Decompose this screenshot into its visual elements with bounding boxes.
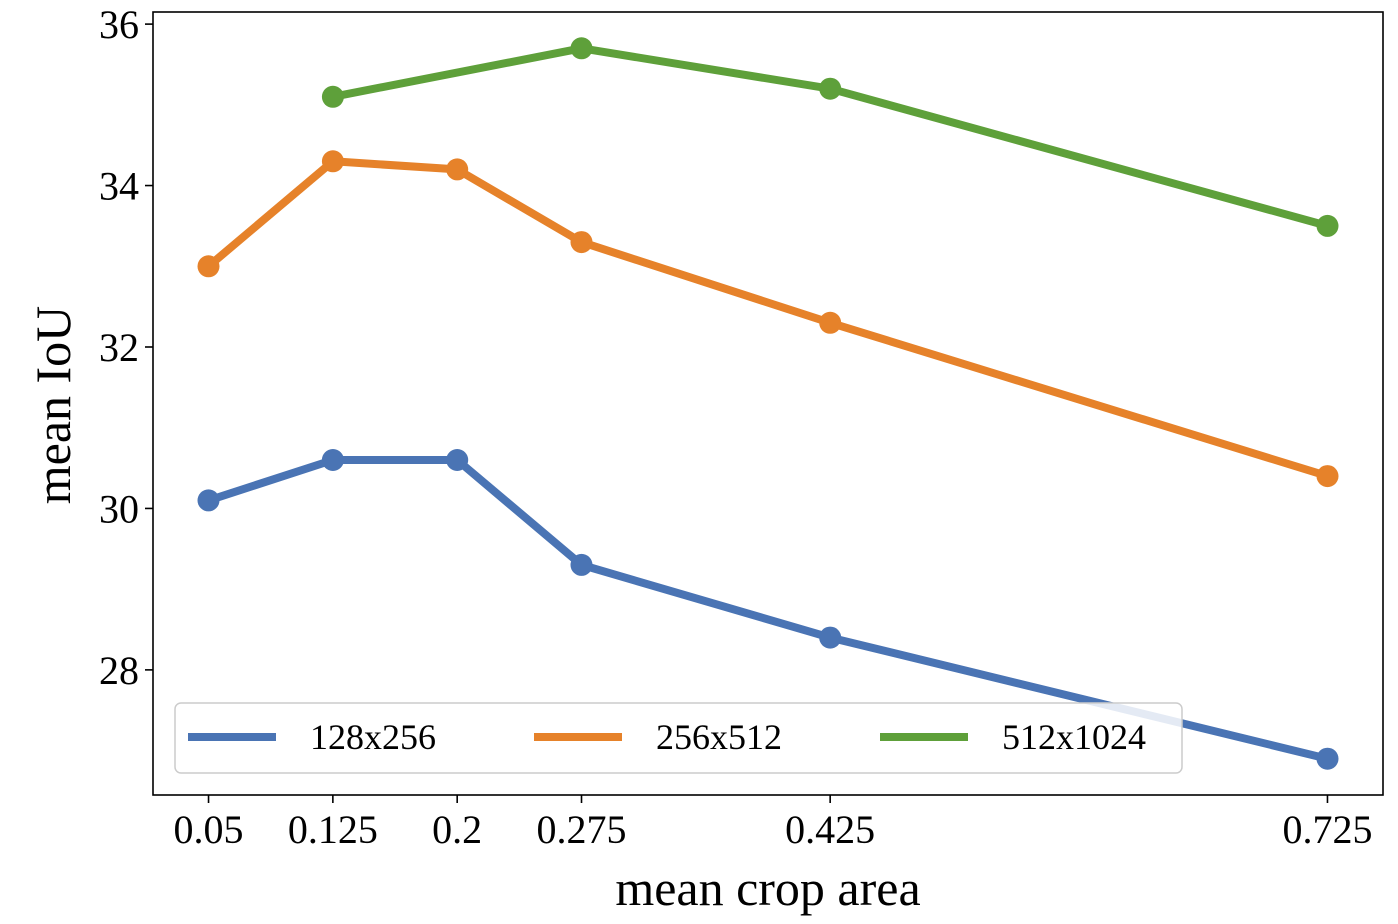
data-point-1-4: [819, 311, 842, 334]
data-point-0-1: [321, 449, 344, 471]
y-axis-title: mean IoU: [25, 306, 81, 505]
data-point-0-3: [570, 553, 593, 576]
legend-label-1: 256x512: [656, 717, 782, 757]
data-point-0-4: [819, 626, 842, 649]
data-point-1-3: [570, 231, 593, 254]
legend-label-2: 512x1024: [1002, 717, 1146, 757]
axis-ticks: 0.05 0.125 0.2 0.275 0.425 0.725 28 30 32 34 36: [99, 2, 1372, 852]
data-point-1-1: [321, 150, 344, 173]
data-point-1-5: [1316, 465, 1339, 488]
series-line-1: [204, 157, 1332, 481]
y-tick-label: 30: [99, 486, 139, 531]
series-line-0: [204, 456, 1332, 763]
data-point-0-2: [446, 449, 469, 471]
y-tick-label: 32: [99, 325, 139, 370]
y-tick-label: 34: [99, 164, 139, 209]
x-tick-label: 0.275: [537, 807, 627, 852]
legend-box: [174, 702, 1183, 774]
y-tick-label: 36: [99, 2, 139, 47]
x-axis-title: mean crop area: [615, 860, 920, 916]
axes-frame: [152, 11, 1384, 796]
data-point-0-0: [197, 489, 220, 512]
x-tick-label: 0.05: [174, 807, 244, 852]
x-tick-label: 0.2: [432, 807, 482, 852]
legend: 128x256 256x512 512x1024: [174, 702, 1183, 774]
data-point-2-3: [1316, 214, 1339, 237]
x-tick-label: 0.125: [288, 807, 378, 852]
plot-area: [197, 37, 1339, 770]
data-point-2-0: [321, 85, 344, 108]
data-point-2-1: [570, 37, 593, 60]
x-tick-label: 0.425: [785, 807, 875, 852]
series-line-2: [328, 44, 1332, 230]
data-point-1-0: [197, 255, 220, 278]
x-tick-label: 0.725: [1282, 807, 1372, 852]
legend-label-0: 128x256: [310, 717, 436, 757]
data-point-2-2: [819, 77, 842, 100]
data-point-1-2: [446, 158, 469, 181]
data-point-0-5: [1316, 747, 1339, 770]
y-tick-label: 28: [99, 648, 139, 693]
